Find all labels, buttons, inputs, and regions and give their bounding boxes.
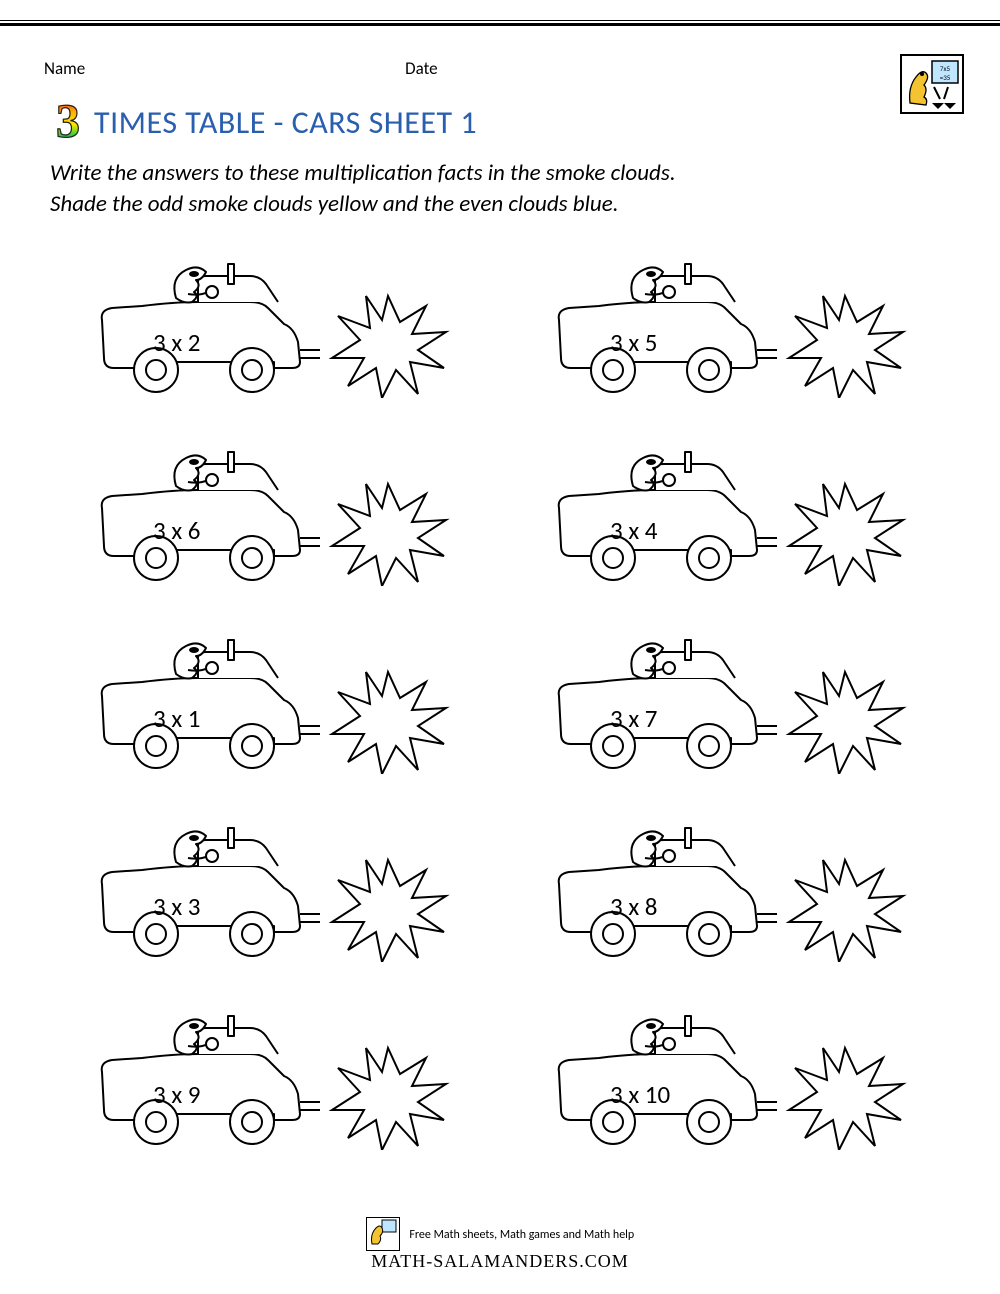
problem-label: 3 x 9 <box>153 1079 200 1110</box>
problem-label: 3 x 10 <box>610 1079 670 1110</box>
problem-cell: 3 x 8 <box>535 822 935 962</box>
problem-cell: 3 x 10 <box>535 1010 935 1150</box>
footer-tagline: Free Math sheets, Math games and Math he… <box>409 1228 634 1242</box>
instruction-line-2: Shade the odd smoke clouds yellow and th… <box>50 189 940 220</box>
svg-text:7x5: 7x5 <box>940 64 951 73</box>
problem-label: 3 x 5 <box>610 327 657 358</box>
page-title: TIMES TABLE - CARS SHEET 1 <box>94 103 477 142</box>
problem-cell: 3 x 9 <box>78 1010 478 1150</box>
header-row: Name Date <box>44 58 956 79</box>
page-rule <box>0 20 1000 26</box>
title-row: 3 TIMES TABLE - CARS SHEET 1 <box>56 98 477 146</box>
problem-cell: 3 x 6 <box>78 446 478 586</box>
problem-label: 3 x 4 <box>610 515 657 546</box>
footer-logo <box>366 1217 400 1251</box>
problem-label: 3 x 8 <box>610 891 657 922</box>
problem-cell: 3 x 7 <box>535 634 935 774</box>
footer: Free Math sheets, Math games and Math he… <box>0 1217 1000 1272</box>
problem-label: 3 x 2 <box>153 327 200 358</box>
problem-cell: 3 x 3 <box>78 822 478 962</box>
problem-label: 3 x 6 <box>153 515 200 546</box>
title-prefix-number: 3 <box>56 98 80 146</box>
date-label: Date <box>405 58 437 79</box>
instructions: Write the answers to these multiplicatio… <box>50 158 940 220</box>
footer-site: MATH-SALAMANDERS.COM <box>0 1251 1000 1272</box>
instruction-line-1: Write the answers to these multiplicatio… <box>50 158 940 189</box>
problems-grid: 3 x 2 3 x 5 <box>78 258 948 1150</box>
problem-label: 3 x 3 <box>153 891 200 922</box>
problem-cell: 3 x 4 <box>535 446 935 586</box>
problem-label: 3 x 7 <box>610 703 657 734</box>
svg-text:=35: =35 <box>940 73 951 82</box>
problem-label: 3 x 1 <box>153 703 200 734</box>
brand-logo: 7x5 =35 <box>900 54 964 114</box>
problem-cell: 3 x 5 <box>535 258 935 398</box>
name-label: Name <box>44 58 85 79</box>
problem-cell: 3 x 2 <box>78 258 478 398</box>
problem-cell: 3 x 1 <box>78 634 478 774</box>
